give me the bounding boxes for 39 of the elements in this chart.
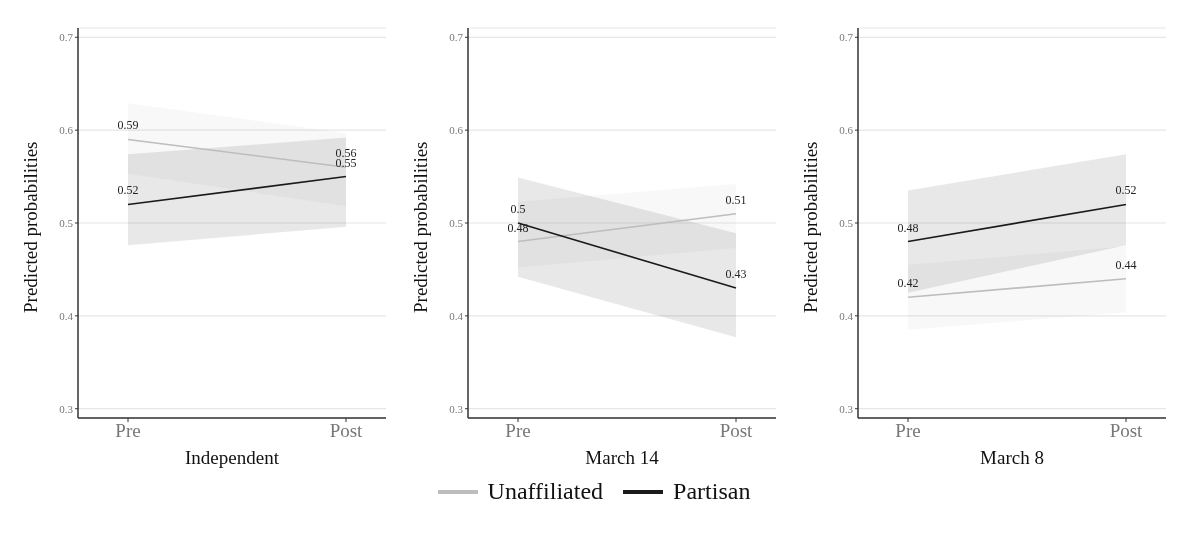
x-tick-label: Post — [1109, 420, 1144, 442]
y-tick-label: 0.7 — [449, 31, 464, 44]
y-tick-label: 0.5 — [59, 216, 74, 229]
data-label: 0.51 — [725, 192, 747, 207]
y-tick-label: 0.7 — [59, 31, 74, 44]
data-label: 0.5 — [510, 202, 526, 216]
y-axis-title: Predicted probabilities — [409, 141, 431, 313]
y-tick-label: 0.5 — [449, 216, 464, 229]
y-axis-title: Predicted probabilities — [799, 141, 821, 313]
y-tick-label: 0.3 — [839, 402, 854, 415]
x-tick-label: Pre — [505, 420, 531, 442]
legend-label: Unaffiliated — [487, 478, 604, 505]
x-axis-title: Independent — [185, 447, 280, 468]
y-axis-title: Predicted probabilities — [19, 141, 41, 313]
data-label: 0.43 — [725, 267, 747, 281]
data-label: 0.52 — [1115, 183, 1137, 198]
y-tick-label: 0.3 — [449, 402, 464, 415]
x-tick-label: Pre — [895, 420, 921, 442]
data-label: 0.42 — [897, 276, 919, 291]
data-label: 0.48 — [507, 220, 529, 235]
x-axis-title: March 8 — [980, 447, 1044, 468]
x-tick-label: Post — [329, 420, 364, 442]
y-tick-label: 0.6 — [59, 124, 74, 137]
data-label: 0.52 — [117, 183, 139, 198]
legend-label: Partisan — [673, 478, 751, 505]
y-tick-label: 0.6 — [839, 124, 854, 137]
y-tick-label: 0.3 — [59, 402, 74, 415]
y-tick-label: 0.4 — [839, 309, 854, 322]
data-label: 0.44 — [1115, 257, 1137, 272]
data-label: 0.59 — [117, 118, 139, 133]
x-tick-label: Pre — [115, 420, 141, 442]
y-tick-label: 0.5 — [839, 216, 854, 229]
x-tick-label: Post — [719, 420, 754, 442]
y-tick-label: 0.7 — [839, 31, 854, 44]
y-tick-label: 0.6 — [449, 124, 464, 137]
y-tick-label: 0.4 — [449, 309, 464, 322]
y-tick-label: 0.4 — [59, 309, 74, 322]
data-label: 0.48 — [897, 220, 919, 235]
x-axis-title: March 14 — [585, 447, 660, 468]
